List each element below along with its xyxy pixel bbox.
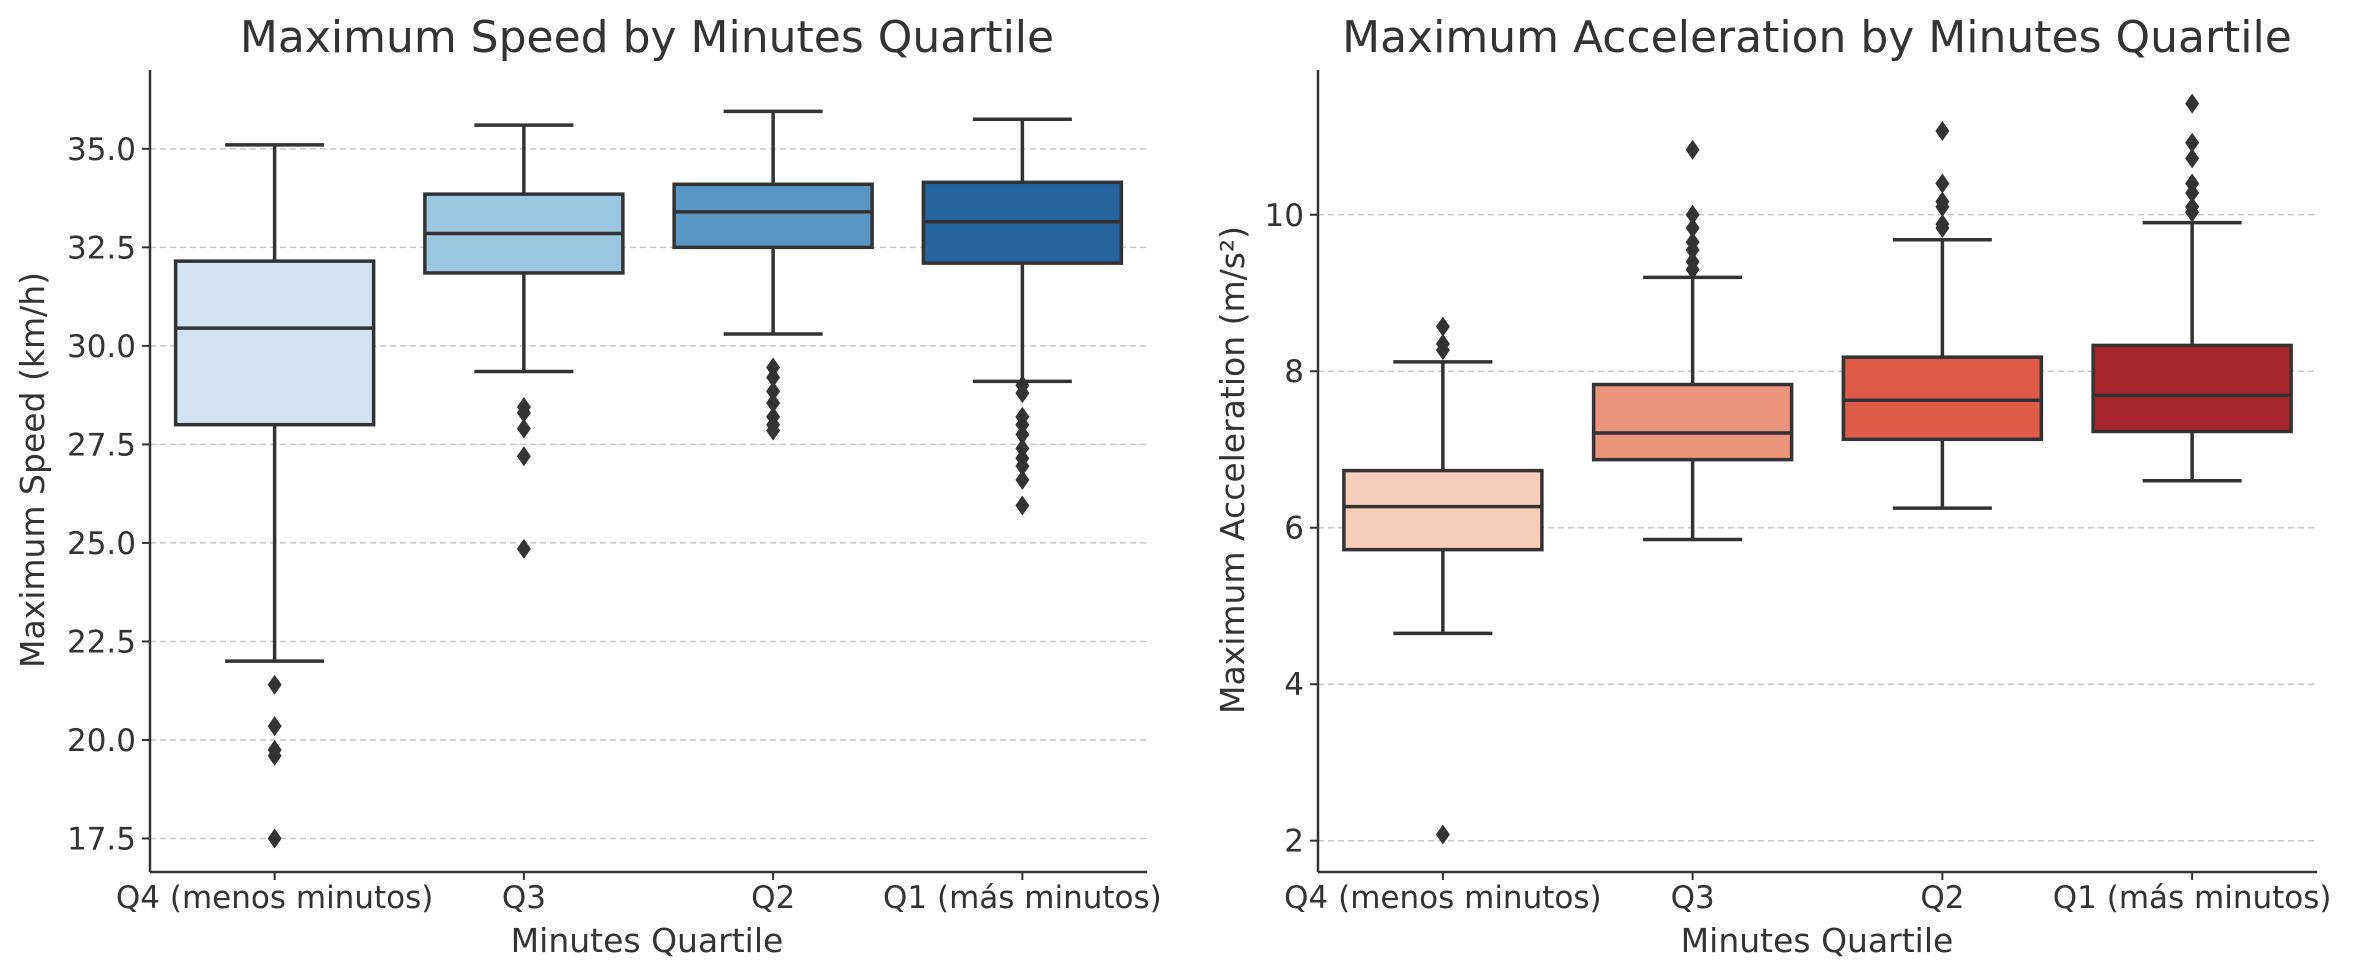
outlier-point xyxy=(2185,148,2200,169)
outlier-point xyxy=(516,418,531,439)
outlier-point xyxy=(1685,218,1700,239)
box-group xyxy=(2091,93,2293,483)
outlier-point xyxy=(516,538,531,559)
outlier-point xyxy=(516,402,531,423)
outlier-point xyxy=(1685,239,1700,260)
y-tick-label: 8 xyxy=(1284,354,1304,390)
box-group xyxy=(1591,139,1794,542)
outlier-point xyxy=(1015,456,1030,477)
acceleration-chart-ylabel: Maximum Acceleration (m/s²) xyxy=(1213,226,1252,714)
y-tick-label: 32.5 xyxy=(67,230,136,266)
x-tick-label: Q2 xyxy=(751,880,795,916)
outlier-point xyxy=(2185,93,2200,114)
box-group xyxy=(921,117,1124,516)
outlier-point xyxy=(1685,139,1700,160)
outlier-point xyxy=(1015,469,1030,490)
box-group xyxy=(1841,121,2044,510)
acceleration-chart-title: Maximum Acceleration by Minutes Quartile xyxy=(1342,12,2292,63)
outlier-point xyxy=(267,716,282,737)
box xyxy=(1591,382,1794,462)
x-tick-label: Q1 (más minutos) xyxy=(2053,880,2332,916)
outlier-point xyxy=(267,674,282,695)
box-group xyxy=(423,123,625,559)
box-group xyxy=(672,109,874,441)
box xyxy=(173,259,376,427)
y-tick-label: 27.5 xyxy=(67,427,136,463)
box-group xyxy=(173,143,376,849)
y-tick-label: 6 xyxy=(1284,511,1304,547)
outlier-point xyxy=(1015,424,1030,445)
outlier-point xyxy=(1685,204,1700,225)
box xyxy=(1342,468,1544,552)
y-tick-label: 2 xyxy=(1284,824,1304,860)
x-tick-label: Q2 xyxy=(1920,880,1964,916)
box-group xyxy=(1342,316,1544,845)
y-tick-label: 4 xyxy=(1284,667,1304,703)
outlier-point xyxy=(766,381,781,402)
x-tick-label: Q3 xyxy=(502,880,546,916)
outlier-point xyxy=(267,828,282,849)
outlier-point xyxy=(1935,173,1950,194)
speed-chart: Maximum Speed by Minutes Quartile Minute… xyxy=(13,12,1162,960)
y-tick-label: 30.0 xyxy=(67,329,136,365)
x-tick-label: Q3 xyxy=(1671,880,1715,916)
speed-chart-title: Maximum Speed by Minutes Quartile xyxy=(240,12,1054,63)
y-tick-label: 10 xyxy=(1265,198,1304,234)
x-tick-label: Q4 (menos minutos) xyxy=(116,880,433,916)
outlier-point xyxy=(516,446,531,467)
y-tick-label: 20.0 xyxy=(67,723,136,759)
outlier-point xyxy=(766,393,781,414)
outlier-point xyxy=(2185,202,2200,223)
outlier-point xyxy=(267,745,282,766)
outlier-point xyxy=(2185,132,2200,153)
x-tick-label: Q1 (más minutos) xyxy=(883,880,1162,916)
outlier-point xyxy=(766,420,781,441)
box xyxy=(2091,343,2293,434)
y-tick-label: 25.0 xyxy=(67,526,136,562)
outlier-point xyxy=(1435,316,1450,337)
speed-chart-ylabel: Maximum Speed (km/h) xyxy=(13,272,52,668)
outlier-point xyxy=(1685,259,1700,280)
y-tick-label: 35.0 xyxy=(67,132,136,168)
outlier-point xyxy=(1935,121,1950,142)
y-tick-label: 22.5 xyxy=(67,624,136,660)
outlier-point xyxy=(1935,218,1950,239)
outlier-point xyxy=(1435,340,1450,361)
acceleration-chart: Maximum Acceleration by Minutes Quartile… xyxy=(1213,12,2332,960)
speed-chart-xlabel: Minutes Quartile xyxy=(511,921,784,960)
outlier-point xyxy=(1435,824,1450,845)
acceleration-chart-xlabel: Minutes Quartile xyxy=(1681,921,1954,960)
box xyxy=(672,182,874,250)
outlier-point xyxy=(2185,182,2200,203)
outlier-point xyxy=(1015,495,1030,516)
x-tick-label: Q4 (menos minutos) xyxy=(1284,880,1601,916)
outlier-point xyxy=(766,367,781,388)
y-tick-label: 17.5 xyxy=(67,822,136,858)
box xyxy=(1841,355,2044,442)
outlier-point xyxy=(1935,196,1950,217)
outlier-point xyxy=(1015,383,1030,404)
